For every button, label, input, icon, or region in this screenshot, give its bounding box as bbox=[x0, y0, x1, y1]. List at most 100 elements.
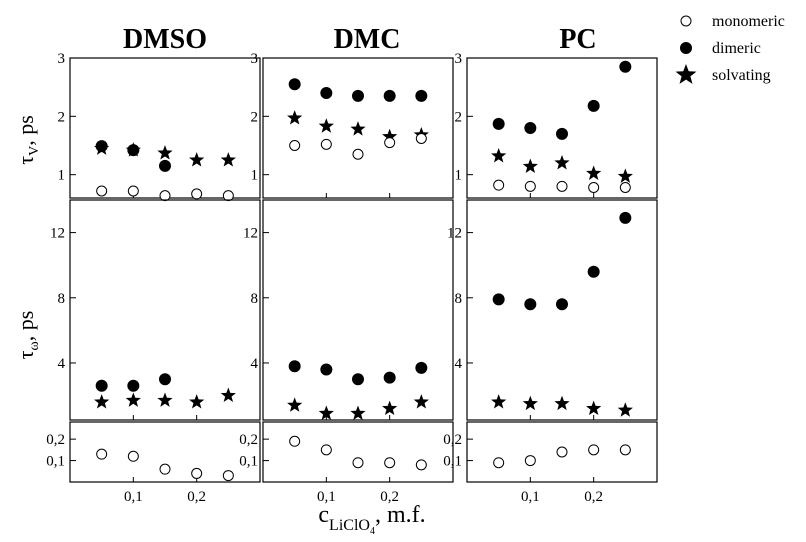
point-monomeric bbox=[96, 185, 108, 197]
point-dimeric bbox=[288, 360, 301, 373]
point-dimeric bbox=[320, 363, 333, 376]
x-axis-label-symbol: c bbox=[318, 502, 329, 528]
y-tick-label: 3 bbox=[58, 51, 66, 67]
point-dimeric bbox=[127, 144, 140, 157]
point-solvating bbox=[318, 118, 334, 133]
frame bbox=[262, 421, 454, 483]
y-tick-label: 12 bbox=[243, 226, 258, 242]
y-tick-label: 1 bbox=[455, 168, 463, 184]
point-dimeric bbox=[95, 140, 108, 153]
point-monomeric bbox=[384, 457, 396, 469]
y-axis-label-tau-v: τV, ps bbox=[13, 115, 42, 165]
point-solvating bbox=[554, 395, 570, 411]
point-dimeric bbox=[524, 298, 537, 311]
x-tick-label: 0,2 bbox=[187, 489, 206, 505]
point-monomeric bbox=[493, 457, 505, 469]
x-tick-label: 0,1 bbox=[521, 489, 540, 505]
frame bbox=[466, 421, 658, 483]
point-dimeric bbox=[556, 298, 568, 311]
point-monomeric bbox=[352, 148, 364, 160]
point-dimeric bbox=[159, 373, 171, 386]
panel-title-dmc: DMC bbox=[334, 24, 401, 55]
panel-dmc-tau_w_upper: 4 8 12 bbox=[243, 199, 454, 421]
point-monomeric bbox=[159, 190, 171, 202]
point-dimeric bbox=[288, 78, 301, 91]
panel-dmso-tau_w_upper: 4 8 12 bbox=[50, 199, 261, 421]
x-axis-label-unit: , m.f. bbox=[375, 502, 426, 528]
point-dimeric bbox=[95, 379, 108, 392]
point-monomeric bbox=[320, 444, 332, 456]
point-solvating bbox=[522, 395, 538, 411]
y-tick-label: 3 bbox=[455, 51, 463, 67]
y-tick-label: 0,1 bbox=[239, 454, 258, 470]
frame bbox=[262, 199, 454, 421]
y-tick-label: 12 bbox=[50, 226, 65, 242]
y-tick-label: 0,2 bbox=[46, 432, 65, 448]
legend-marker-monomeric bbox=[680, 15, 692, 27]
y-tick-label: 4 bbox=[455, 356, 463, 372]
point-solvating bbox=[491, 394, 507, 409]
x-tick-label: 0,1 bbox=[317, 489, 336, 505]
point-monomeric bbox=[493, 179, 505, 191]
x-tick-label: 0,2 bbox=[584, 489, 603, 505]
point-solvating bbox=[157, 392, 173, 407]
x-axis-label: cLiClO4, m.f. bbox=[318, 502, 425, 537]
y-tick-label: 0,2 bbox=[443, 432, 462, 448]
point-dimeric bbox=[352, 89, 364, 102]
point-monomeric bbox=[191, 467, 203, 479]
y-tick-label: 8 bbox=[455, 291, 463, 307]
legend-label-dimeric: dimeric bbox=[712, 40, 761, 57]
point-solvating bbox=[189, 152, 205, 167]
point-solvating bbox=[413, 394, 429, 409]
point-solvating bbox=[287, 110, 303, 125]
legend-marker-solvating bbox=[675, 64, 697, 84]
legend-label-monomeric: monomeric bbox=[712, 13, 785, 30]
point-solvating bbox=[125, 392, 141, 407]
y-tick-label: 1 bbox=[251, 168, 259, 184]
point-monomeric bbox=[556, 180, 568, 192]
y-tick-label: 1 bbox=[58, 168, 66, 184]
point-solvating bbox=[94, 394, 110, 409]
point-monomeric bbox=[619, 444, 631, 456]
point-monomeric bbox=[588, 444, 600, 456]
y-axis-label-tau-v-sub: V bbox=[27, 146, 42, 156]
panel-dmso-tau_w_lower: 0,1 0,2 0,1 0,2 bbox=[46, 421, 261, 505]
point-monomeric bbox=[415, 133, 427, 144]
point-monomeric bbox=[619, 182, 631, 193]
point-monomeric bbox=[320, 138, 332, 150]
point-solvating bbox=[157, 145, 173, 160]
point-dimeric bbox=[320, 87, 333, 99]
point-solvating bbox=[318, 405, 334, 420]
point-solvating bbox=[586, 400, 602, 416]
y-tick-label: 0,1 bbox=[46, 454, 65, 470]
legend-label-solvating: solvating bbox=[712, 67, 771, 84]
point-solvating bbox=[189, 394, 205, 409]
point-solvating bbox=[350, 405, 366, 420]
point-monomeric bbox=[191, 188, 203, 200]
y-tick-label: 2 bbox=[58, 109, 66, 125]
point-monomeric bbox=[588, 182, 600, 193]
point-solvating bbox=[220, 387, 236, 403]
y-tick-label: 3 bbox=[251, 51, 259, 67]
point-dimeric bbox=[159, 159, 171, 172]
point-monomeric bbox=[159, 463, 171, 475]
point-monomeric bbox=[96, 448, 108, 460]
point-dimeric bbox=[415, 89, 428, 102]
frame bbox=[69, 57, 261, 199]
point-dimeric bbox=[492, 293, 505, 306]
point-monomeric bbox=[222, 470, 234, 482]
point-solvating bbox=[350, 121, 366, 136]
panel-pc-tau_v: 1 2 3 bbox=[455, 51, 658, 199]
point-solvating bbox=[491, 148, 507, 163]
point-solvating bbox=[287, 397, 303, 412]
y-tick-label: 8 bbox=[251, 291, 259, 307]
point-monomeric bbox=[384, 137, 396, 149]
frame bbox=[69, 421, 261, 483]
y-tick-label: 2 bbox=[455, 109, 463, 125]
frame bbox=[466, 199, 658, 421]
legend-markers bbox=[675, 15, 697, 84]
point-monomeric bbox=[556, 446, 568, 458]
point-solvating bbox=[554, 155, 570, 170]
